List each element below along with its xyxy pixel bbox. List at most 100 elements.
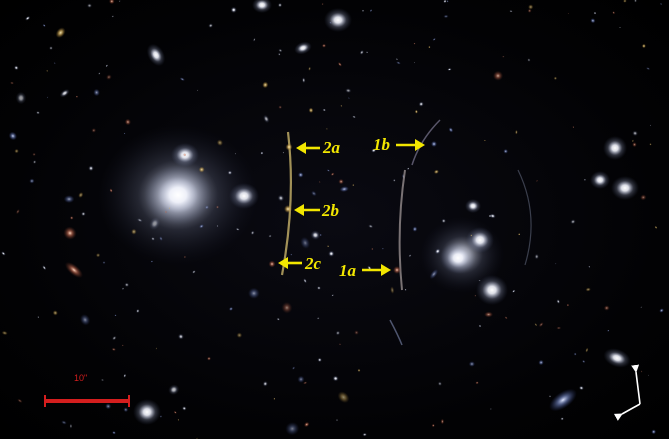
- galaxy: [285, 422, 300, 436]
- galaxy: [302, 77, 306, 84]
- galaxy: [413, 61, 415, 64]
- galaxy: [105, 64, 109, 68]
- galaxy: [362, 9, 364, 12]
- galaxy: [368, 224, 374, 229]
- galaxy: [192, 270, 196, 274]
- galaxy: [124, 132, 126, 135]
- galaxy: [538, 322, 544, 328]
- galaxy: [278, 52, 281, 56]
- galaxy: [570, 219, 576, 225]
- galaxy: [567, 13, 570, 15]
- galaxy: [432, 37, 436, 41]
- galaxy: [15, 91, 27, 105]
- galaxy: [316, 317, 320, 320]
- galaxy: [404, 288, 407, 291]
- image-2c-knot: [268, 260, 276, 268]
- galaxy: [248, 287, 260, 299]
- galaxy: [182, 406, 187, 411]
- galaxy: [474, 294, 477, 297]
- galaxy: [144, 165, 212, 225]
- galaxy: [647, 374, 650, 376]
- galaxy: [109, 188, 113, 193]
- galaxy: [230, 6, 237, 14]
- galaxy: [357, 368, 361, 372]
- galaxy: [362, 432, 368, 437]
- galaxy: [501, 56, 505, 58]
- galaxy: [150, 260, 154, 263]
- galaxy: [607, 329, 610, 332]
- galaxy: [590, 171, 610, 189]
- galaxy: [396, 61, 401, 65]
- galaxy: [603, 348, 631, 368]
- galaxy: [437, 381, 443, 386]
- galaxy: [208, 23, 214, 28]
- galaxy: [324, 8, 352, 32]
- galaxy: [354, 330, 359, 335]
- galaxy: [566, 303, 570, 307]
- galaxy: [310, 230, 321, 240]
- galaxy: [649, 124, 652, 127]
- galaxy: [227, 170, 233, 175]
- galaxy: [329, 21, 332, 24]
- galaxy: [282, 151, 284, 154]
- galaxy: [448, 127, 454, 133]
- label-arrows: [278, 139, 425, 276]
- galaxy: [649, 143, 652, 146]
- galaxy: [392, 178, 396, 182]
- galaxy: [46, 70, 49, 72]
- image-2a-knot: [285, 143, 293, 151]
- galaxy: [441, 218, 446, 224]
- galaxy: [585, 347, 589, 353]
- galaxy: [476, 275, 508, 305]
- galaxy: [590, 18, 596, 24]
- galaxy: [365, 51, 369, 54]
- galaxy: [276, 317, 281, 321]
- label-2c: 2c: [305, 254, 322, 273]
- galaxy: [560, 417, 564, 421]
- galaxy: [159, 415, 163, 418]
- galaxy: [484, 139, 486, 142]
- galaxy: [555, 262, 557, 265]
- galaxy: [338, 178, 344, 185]
- galaxy: [603, 305, 610, 311]
- galaxy: [114, 314, 117, 317]
- galaxy: [8, 131, 18, 141]
- label-2b: 2b: [322, 201, 339, 220]
- galaxy: [612, 11, 616, 15]
- lensed-arc-1b: [411, 119, 441, 166]
- galaxy: [381, 247, 384, 250]
- galaxy: [340, 104, 343, 107]
- galaxy: [108, 0, 115, 5]
- galaxy: [641, 43, 646, 49]
- galaxy: [253, 37, 256, 42]
- galaxy: [151, 236, 155, 241]
- galaxy: [371, 148, 377, 153]
- galaxy: [322, 108, 327, 112]
- galaxy: [216, 139, 223, 146]
- galaxy: [196, 89, 199, 91]
- galaxy: [102, 261, 106, 265]
- galaxy: [553, 76, 558, 80]
- galaxy: [105, 403, 112, 410]
- galaxy: [25, 16, 31, 21]
- galaxy: [336, 418, 338, 422]
- galaxy: [659, 2, 663, 6]
- galaxy: [229, 183, 259, 209]
- galaxy: [300, 236, 311, 249]
- galaxy: [32, 160, 37, 164]
- galaxy: [146, 43, 166, 67]
- galaxy: [61, 420, 67, 425]
- galaxy: [98, 72, 101, 75]
- galaxy: [556, 299, 561, 304]
- galaxy: [263, 114, 270, 123]
- galaxy: [527, 8, 532, 13]
- galaxy: [443, 0, 447, 4]
- galaxy: [446, 0, 449, 3]
- galaxy: [434, 248, 441, 255]
- galaxy: [81, 211, 86, 217]
- galaxy: [13, 65, 19, 71]
- galaxy: [440, 418, 445, 425]
- galaxy: [308, 107, 314, 113]
